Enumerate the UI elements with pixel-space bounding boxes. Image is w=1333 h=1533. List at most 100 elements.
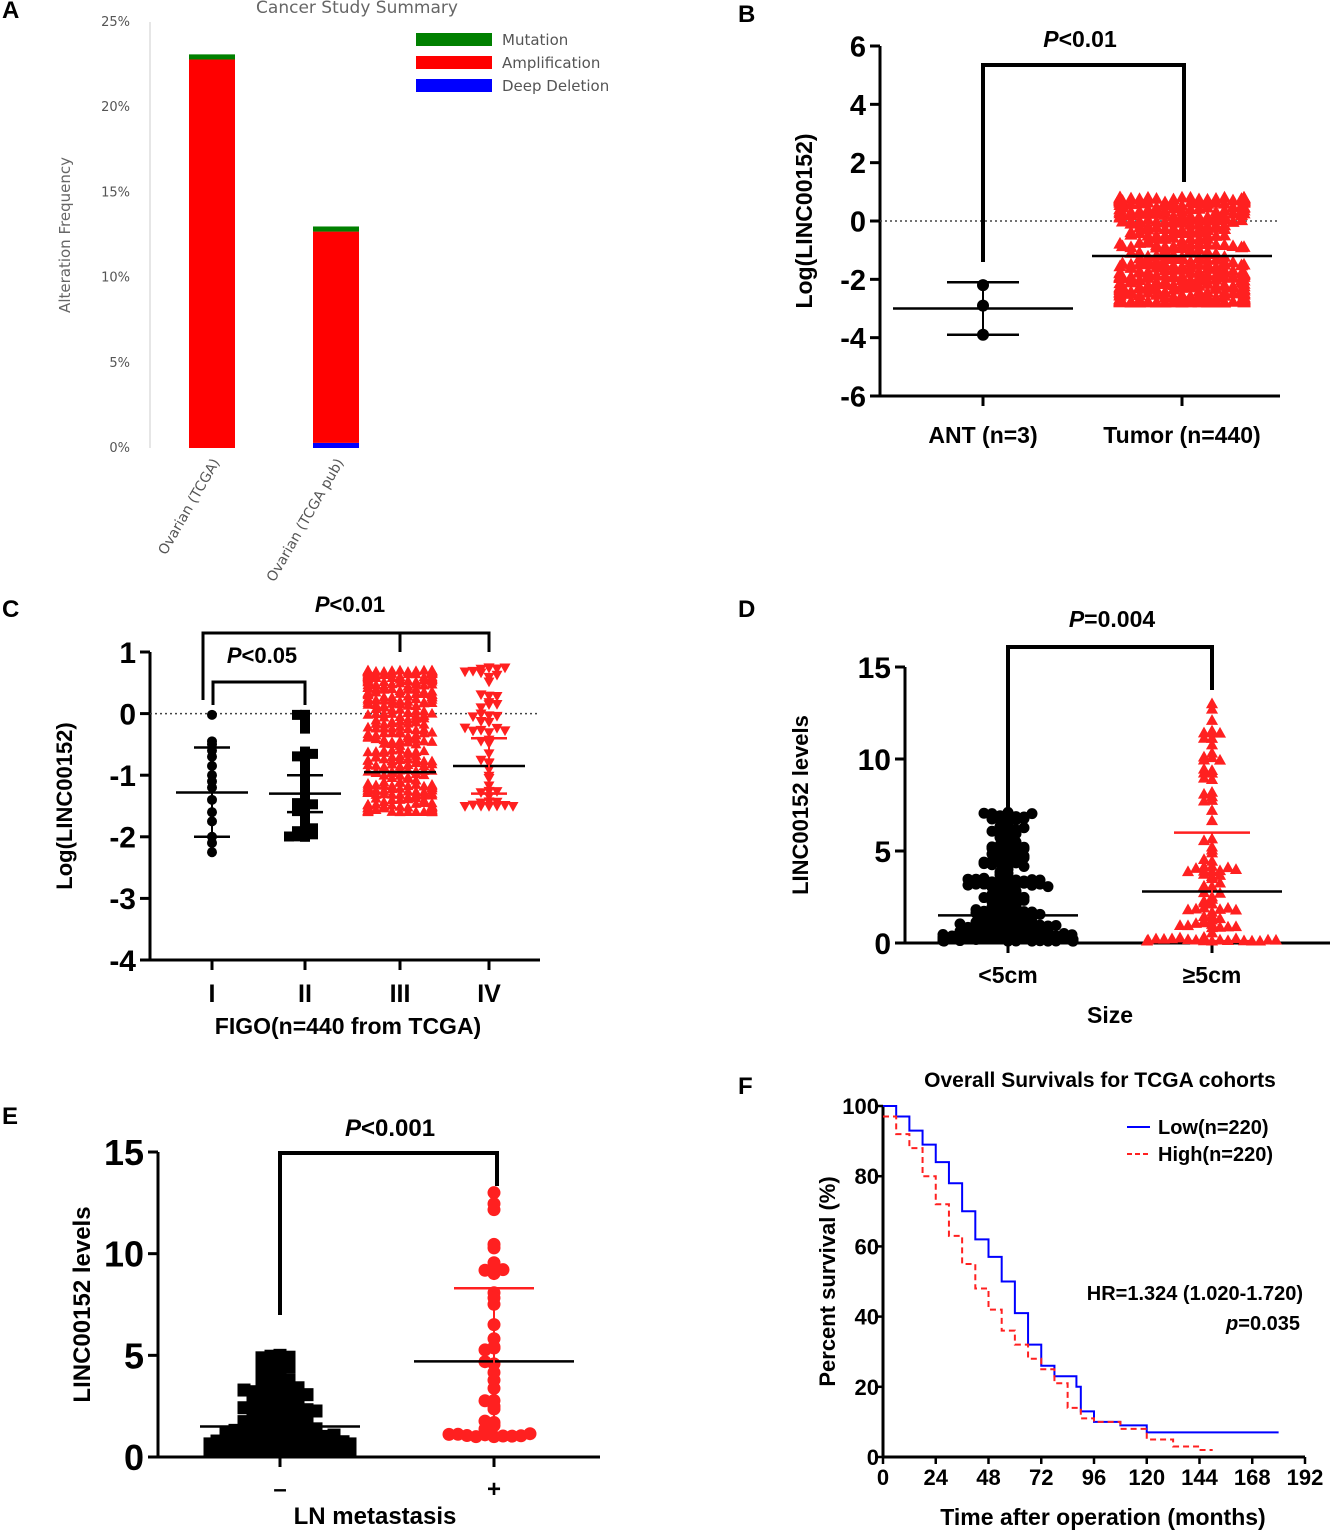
data-point — [402, 675, 414, 685]
data-point — [300, 759, 310, 770]
data-point — [426, 788, 438, 798]
data-point — [1205, 814, 1219, 826]
data-point — [1205, 746, 1219, 758]
data-point — [1124, 295, 1138, 308]
data-point — [418, 780, 430, 791]
data-point — [1197, 771, 1211, 783]
data-point — [300, 750, 310, 761]
data-point — [410, 683, 422, 694]
data-point — [426, 736, 438, 746]
y-tick-label: 0 — [867, 1445, 879, 1470]
y-tick-label: 0 — [119, 698, 136, 731]
data-point — [1166, 226, 1181, 238]
data-point — [1209, 196, 1223, 208]
data-point — [394, 664, 406, 675]
data-point — [402, 793, 414, 804]
data-point — [1132, 196, 1147, 209]
data-point — [386, 683, 398, 694]
data-point — [386, 751, 398, 761]
data-point — [1132, 281, 1147, 294]
significance-label: P<0.001 — [345, 1115, 435, 1142]
data-point — [308, 748, 318, 759]
data-point — [1197, 834, 1211, 846]
data-point — [378, 753, 390, 764]
data-point — [1205, 697, 1219, 709]
data-point — [410, 792, 422, 803]
data-point — [370, 714, 382, 725]
data-point — [378, 785, 390, 795]
data-point — [1197, 867, 1211, 879]
data-point — [1132, 264, 1147, 277]
bar-segment — [313, 442, 359, 448]
data-point — [394, 789, 406, 799]
data-point — [1245, 934, 1259, 946]
data-point — [300, 831, 310, 842]
data-point — [1018, 891, 1030, 903]
data-point — [1183, 280, 1198, 293]
data-point — [402, 717, 414, 728]
significance-bracket — [201, 631, 491, 700]
panel-letter-f: F — [738, 1073, 753, 1100]
data-point — [1209, 218, 1223, 231]
y-tick-label: 60 — [855, 1234, 879, 1259]
data-point — [1124, 275, 1138, 288]
data-point — [300, 816, 310, 827]
x-tick-label: I — [209, 980, 216, 1008]
data-point — [1200, 285, 1215, 298]
data-point — [1205, 726, 1219, 738]
y-tick-label: 2 — [850, 148, 866, 180]
data-point — [1205, 738, 1219, 750]
data-point — [386, 794, 398, 804]
data-point — [370, 751, 382, 761]
bar-segment — [313, 231, 359, 443]
data-point — [362, 755, 374, 765]
data-point — [1124, 197, 1138, 210]
data-point — [1237, 266, 1251, 279]
data-point — [410, 693, 422, 704]
data-point — [410, 786, 422, 796]
data-point — [410, 798, 422, 808]
x-axis-label: Size — [1087, 1002, 1133, 1028]
data-point — [483, 663, 495, 674]
data-point — [1113, 202, 1127, 214]
data-point — [1026, 926, 1038, 938]
data-point — [1269, 933, 1283, 945]
data-point — [386, 704, 398, 715]
data-point — [1175, 208, 1189, 221]
data-point — [1183, 226, 1198, 238]
data-point — [1197, 794, 1211, 806]
data-point — [459, 667, 471, 678]
data-point — [994, 832, 1006, 844]
data-point — [1140, 934, 1154, 946]
data-point — [426, 726, 438, 737]
data-point — [1205, 702, 1219, 714]
data-point — [986, 842, 998, 854]
data-point — [386, 665, 398, 675]
data-point — [1166, 239, 1181, 252]
data-point — [402, 683, 414, 694]
data-point — [300, 723, 310, 734]
data-point — [483, 691, 495, 702]
data-point — [1124, 216, 1138, 229]
data-point — [402, 801, 414, 812]
data-point — [1217, 255, 1232, 268]
data-point — [1018, 841, 1030, 853]
data-point — [410, 738, 422, 749]
data-point — [362, 730, 374, 741]
y-tick-label: 0 — [850, 206, 866, 238]
data-point — [1141, 195, 1155, 208]
data-point — [386, 736, 398, 747]
data-point — [1173, 931, 1187, 943]
x-tick-label: Ovarian (TCGA) — [155, 456, 223, 558]
y-tick-label: 10% — [101, 271, 130, 286]
data-point — [1010, 828, 1022, 840]
data-point — [426, 685, 438, 696]
data-point — [426, 666, 438, 676]
y-tick-label: -2 — [840, 265, 866, 297]
data-point — [394, 735, 406, 746]
data-point — [483, 711, 495, 722]
legend-label: High(n=220) — [1158, 1144, 1273, 1166]
data-point — [300, 768, 310, 779]
bar-segment — [313, 226, 359, 232]
data-point — [1166, 251, 1181, 264]
